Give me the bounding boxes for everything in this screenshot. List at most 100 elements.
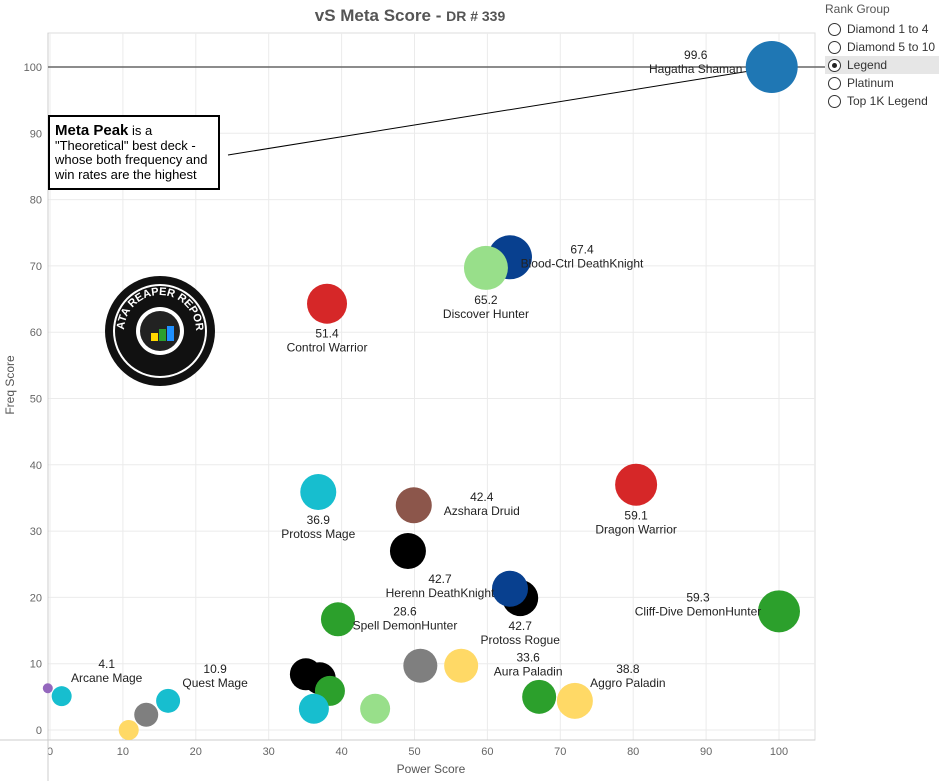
- data-point: [403, 648, 438, 683]
- option-label: Top 1K Legend: [847, 94, 928, 108]
- y-tick-label: 60: [30, 327, 42, 339]
- radio-icon[interactable]: [828, 40, 841, 54]
- data-point-label: Discover Hunter: [443, 307, 529, 321]
- annotation-text: is a "Theoretical" best deck - whose bot…: [55, 123, 208, 182]
- data-point-label: Quest Mage: [182, 676, 248, 690]
- data-point-label: Protoss Rogue: [481, 633, 561, 647]
- x-tick-label: 100: [770, 746, 788, 758]
- data-value-label: 51.4: [315, 327, 339, 341]
- data-value-label: 38.8: [616, 662, 640, 676]
- rank-option-legend[interactable]: Legend: [825, 56, 939, 74]
- data-value-label: 65.2: [474, 293, 498, 307]
- data-value-label: 59.3: [686, 590, 710, 604]
- data-point: [389, 532, 426, 569]
- data-point: [360, 693, 391, 724]
- data-value-label: 42.7: [509, 619, 533, 633]
- meta-peak-annotation: Meta Peak is a "Theoretical" best deck -…: [48, 115, 220, 190]
- y-tick-label: 10: [30, 659, 42, 671]
- data-point-label: Arcane Mage: [71, 671, 143, 685]
- radio-icon[interactable]: [828, 76, 841, 90]
- data-point-aura-paladin: [444, 648, 479, 683]
- data-point-label: Azshara Druid: [444, 504, 520, 518]
- data-point-label: Protoss Mage: [281, 527, 355, 541]
- data-point-label: Spell DemonHunter: [353, 618, 458, 632]
- data-value-label: 67.4: [570, 242, 594, 256]
- option-label: Diamond 1 to 4: [847, 22, 929, 36]
- data-point-discover-hunter: [463, 245, 508, 290]
- y-axis-title: Freq Score: [3, 355, 17, 415]
- option-label: Diamond 5 to 10: [847, 40, 936, 54]
- x-tick-label: 60: [481, 746, 493, 758]
- rank-group-filter: Rank Group Diamond 1 to 4 Diamond 5 to 10…: [825, 2, 939, 110]
- data-point-label: Cliff-Dive DemonHunter: [635, 604, 762, 618]
- data-point-label: Herenn DeathKnight: [386, 586, 495, 600]
- data-value-label: 10.9: [203, 662, 227, 676]
- x-axis-title: Power Score: [397, 762, 466, 776]
- option-label: Platinum: [847, 76, 894, 90]
- data-value-label: 28.6: [393, 604, 417, 618]
- x-tick-label: 50: [408, 746, 420, 758]
- data-point-label: Blood-Ctrl DeathKnight: [521, 256, 644, 270]
- x-tick-label: 30: [263, 746, 275, 758]
- y-tick-label: 40: [30, 460, 42, 472]
- y-tick-label: 0: [36, 725, 42, 737]
- data-point-control-warrior: [307, 283, 348, 324]
- y-tick-label: 70: [30, 261, 42, 273]
- radio-icon[interactable]: [828, 94, 841, 108]
- x-tick-label: 0: [47, 746, 53, 758]
- x-tick-label: 10: [117, 746, 129, 758]
- annotation-bold: Meta Peak: [55, 122, 129, 139]
- subtitle-text: DR # 339: [446, 8, 506, 24]
- data-point-dragon-warrior: [615, 463, 658, 506]
- data-point: [118, 720, 139, 740]
- data-point-label: Dragon Warrior: [595, 523, 677, 537]
- data-point-herenn-deathknight: [491, 570, 528, 607]
- rank-option-platinum[interactable]: Platinum: [825, 74, 939, 92]
- data-point-hagatha-shaman: [745, 41, 798, 93]
- y-tick-label: 80: [30, 195, 42, 207]
- option-label: Legend: [847, 58, 888, 72]
- data-point: [298, 693, 329, 724]
- rank-option-diamond-5-to-10[interactable]: Diamond 5 to 10: [825, 38, 939, 56]
- data-value-label: 4.1: [98, 657, 115, 671]
- data-point-label: Hagatha Shaman: [649, 62, 742, 76]
- radio-icon[interactable]: [828, 58, 841, 72]
- x-tick-label: 40: [335, 746, 347, 758]
- data-point: [522, 679, 557, 714]
- data-value-label: 42.7: [428, 572, 452, 586]
- data-value-label: 99.6: [684, 48, 708, 62]
- y-tick-label: 100: [24, 62, 42, 74]
- y-tick-label: 20: [30, 592, 42, 604]
- data-point-cliff-dive-demonhunter: [758, 590, 800, 633]
- data-point: [42, 683, 53, 694]
- x-tick-label: 80: [627, 746, 639, 758]
- title-text: vS Meta Score: [314, 6, 431, 25]
- rank-option-top-1k-legend[interactable]: Top 1K Legend: [825, 92, 939, 110]
- data-point-spell-demonhunter: [320, 602, 355, 637]
- x-tick-label: 90: [700, 746, 712, 758]
- y-tick-label: 50: [30, 394, 42, 406]
- data-point: [134, 702, 159, 727]
- radio-icon[interactable]: [828, 22, 841, 36]
- x-tick-label: 70: [554, 746, 566, 758]
- rank-option-diamond-1-to-4[interactable]: Diamond 1 to 4: [825, 20, 939, 38]
- data-point-arcane-mage: [51, 686, 72, 707]
- y-tick-label: 90: [30, 128, 42, 140]
- data-value-label: 59.1: [624, 509, 648, 523]
- data-value-label: 36.9: [307, 513, 331, 527]
- data-point-quest-mage: [156, 688, 181, 713]
- data-point-aggro-paladin: [556, 682, 593, 719]
- y-tick-label: 30: [30, 526, 42, 538]
- data-point-label: Aggro Paladin: [590, 676, 665, 690]
- data-point-protoss-mage: [300, 473, 337, 510]
- chart-title: vS Meta Score - DR # 339: [314, 6, 506, 25]
- data-value-label: 42.4: [470, 490, 494, 504]
- data-value-label: 33.6: [516, 651, 540, 665]
- x-tick-label: 20: [190, 746, 202, 758]
- filter-title: Rank Group: [825, 2, 890, 16]
- data-point-label: Aura Paladin: [494, 665, 563, 679]
- data-point-label: Control Warrior: [287, 341, 368, 355]
- annotation-arrow: [227, 64, 776, 156]
